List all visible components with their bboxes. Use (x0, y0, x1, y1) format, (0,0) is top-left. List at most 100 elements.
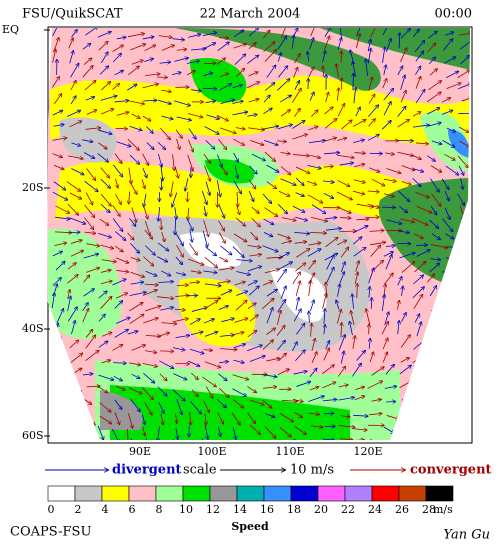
wind-arrow (458, 84, 470, 90)
wind-arrow (86, 268, 99, 273)
wind-arrow (323, 193, 333, 198)
wind-arrow (441, 110, 453, 115)
wind-arrow (339, 163, 353, 166)
wind-arrow (325, 238, 337, 248)
wind-arrow (276, 326, 285, 337)
wind-arrow (176, 49, 187, 50)
wind-arrow (459, 33, 470, 35)
wind-arrow (337, 180, 350, 186)
wind-arrow (294, 411, 302, 417)
lat-label: 60S (22, 429, 44, 442)
wind-arrow (311, 338, 315, 351)
wind-arrow (86, 110, 97, 115)
wind-arrow (129, 292, 146, 296)
header-center: 22 March 2004 (200, 7, 301, 22)
wind-arrow (116, 141, 131, 147)
wind-arrow (338, 397, 354, 401)
wind-arrow (366, 309, 371, 325)
wind-arrow (353, 164, 364, 168)
wind-arrow (235, 217, 245, 226)
wind-arrow (412, 168, 424, 172)
wind-arrow (280, 178, 295, 185)
wind-arrow (400, 335, 410, 348)
wind-arrow (112, 84, 119, 90)
wind-arrow (130, 257, 140, 260)
wind-arrow (338, 385, 348, 387)
wind-arrow (367, 203, 380, 208)
wind-arrow (337, 206, 351, 213)
wind-arrow (263, 387, 276, 389)
colorbar-swatch (128, 485, 157, 502)
wind-arrow (218, 204, 225, 218)
wind-arrow (205, 386, 213, 398)
wind-arrow (218, 387, 229, 397)
wind-arrow (84, 180, 98, 191)
wind-arrow (220, 165, 227, 175)
wind-arrow (112, 204, 120, 216)
wind-arrow (367, 191, 379, 192)
speed-zone (190, 58, 247, 103)
wind-arrow (66, 181, 81, 191)
wind-arrow (175, 363, 189, 364)
wind-arrow (69, 192, 82, 199)
wind-arrow (247, 412, 256, 424)
wind-arrow (204, 361, 221, 368)
wind-arrow (202, 376, 216, 387)
wind-arrow (142, 115, 151, 121)
wind-arrow (294, 54, 300, 64)
wind-arrow (264, 151, 275, 161)
colorbar-tick-label: 14 (233, 503, 247, 516)
wind-field (47, 28, 470, 440)
wind-arrow (248, 165, 257, 174)
wind-arrow (143, 205, 148, 219)
wind-arrow (412, 125, 429, 128)
wind-arrow (98, 233, 111, 237)
wind-arrow (266, 65, 276, 78)
wind-arrow (219, 349, 237, 350)
wind-arrow (382, 28, 391, 36)
wind-arrow (69, 51, 74, 64)
wind-arrow (460, 178, 464, 189)
wind-arrow (144, 193, 147, 207)
wind-arrow (71, 321, 75, 335)
wind-arrow (444, 190, 449, 201)
wind-arrow (158, 36, 172, 38)
wind-arrow (176, 399, 182, 414)
wind-arrow (264, 426, 276, 438)
wind-arrow (190, 332, 203, 336)
wind-arrow (247, 345, 262, 352)
speed-zone (110, 385, 350, 440)
wind-arrow (98, 142, 107, 149)
wind-arrow (416, 143, 428, 144)
wind-arrow (248, 286, 259, 296)
wind-arrow (71, 168, 83, 174)
wind-arrow (54, 94, 61, 105)
wind-arrow (206, 114, 219, 119)
wind-arrow (371, 399, 381, 401)
wind-arrow (308, 140, 325, 144)
wind-arrow (129, 100, 144, 104)
wind-arrow (53, 164, 64, 169)
wind-arrow (84, 217, 93, 229)
wind-arrow (84, 232, 96, 233)
wind-arrow (337, 38, 341, 50)
wind-arrow (294, 232, 309, 233)
wind-arrow (233, 233, 247, 242)
wind-arrow (266, 308, 273, 324)
wind-arrow (340, 439, 353, 440)
wind-arrow (217, 281, 231, 284)
wind-arrow (116, 317, 130, 324)
wind-arrow (131, 113, 140, 118)
wind-arrow (144, 59, 153, 63)
wind-arrow (127, 428, 129, 440)
wind-arrow (128, 387, 142, 394)
wind-arrow (186, 71, 195, 76)
wind-arrow (278, 190, 290, 196)
wind-arrow (446, 127, 456, 132)
wind-arrow (353, 140, 364, 144)
wind-arrow (83, 398, 92, 404)
wind-arrow (263, 140, 278, 145)
wind-arrow (203, 271, 216, 273)
wind-arrow (85, 28, 97, 36)
wind-arrow (412, 217, 427, 225)
